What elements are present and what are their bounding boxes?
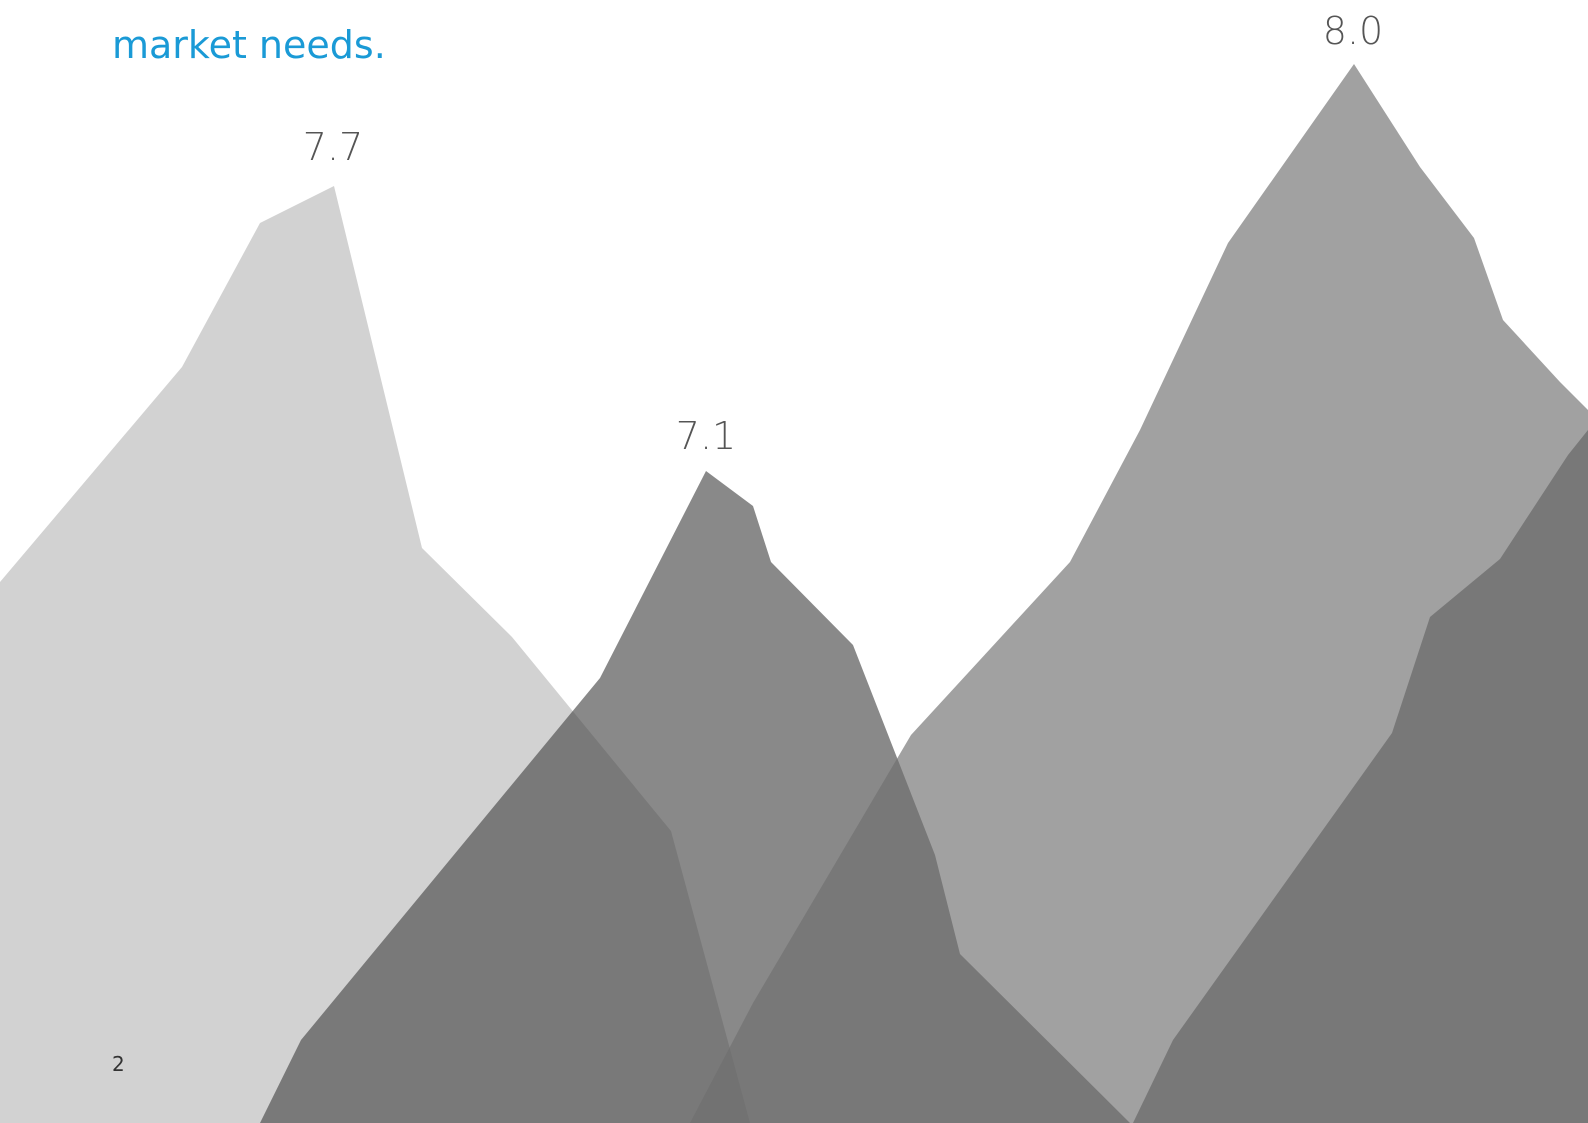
peak-label: 7.7 (303, 125, 363, 169)
page-number: 2 (112, 1052, 125, 1076)
peak-label: 8.0 (1323, 9, 1383, 53)
peak-label: 7.1 (676, 414, 736, 458)
mountain-far-right (1133, 430, 1588, 1123)
body-text: market needs. (112, 23, 386, 67)
